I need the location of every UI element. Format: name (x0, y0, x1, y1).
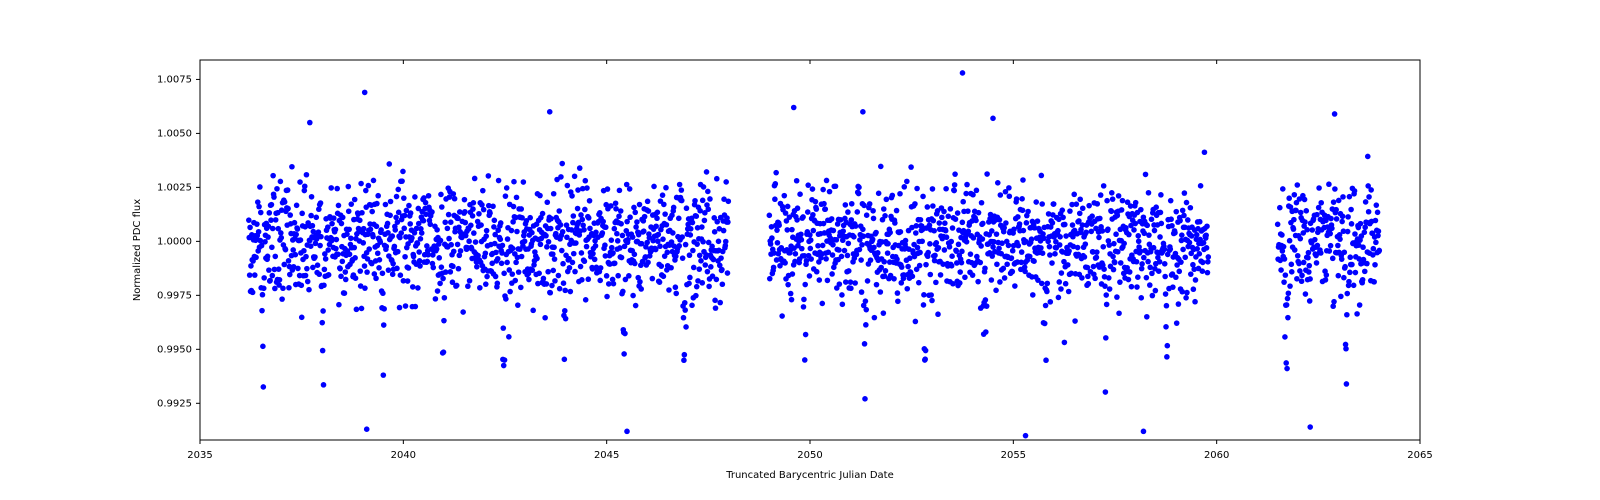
chart-svg: 2035 2040 2045 2050 2055 2060 2065 Truncated Ba… (0, 0, 1600, 500)
y-tick-label: 1.0025 (157, 182, 192, 193)
x-axis-label: Truncated Barycentric Julian Date (725, 470, 894, 481)
x-tick-label: 2045 (594, 450, 619, 461)
x-tick-label: 2050 (797, 450, 822, 461)
x-axis: 2035 2040 2045 2050 2055 2060 2065 Truncated Ba… (187, 60, 1432, 481)
y-axis-label: Normalized PDC flux (132, 199, 143, 301)
x-tick-label: 2035 (187, 450, 212, 461)
y-tick-label: 0.9925 (157, 398, 192, 409)
y-tick-label: 0.9975 (157, 290, 192, 301)
lightcurve-chart: 2035 2040 2045 2050 2055 2060 2065 Truncated Ba… (0, 0, 1600, 500)
y-tick-label: 1.0050 (157, 128, 192, 139)
scatter-points (246, 70, 1382, 438)
y-tick-label: 0.9950 (157, 344, 192, 355)
x-tick-label: 2060 (1204, 450, 1229, 461)
x-tick-label: 2065 (1407, 450, 1432, 461)
y-axis: 0.9925 0.9950 0.9975 1.0000 1.0025 1.0050 1.00… (132, 74, 200, 409)
x-tick-label: 2040 (391, 450, 416, 461)
y-tick-label: 1.0075 (157, 74, 192, 85)
y-tick-label: 1.0000 (157, 236, 192, 247)
x-tick-label: 2055 (1001, 450, 1026, 461)
